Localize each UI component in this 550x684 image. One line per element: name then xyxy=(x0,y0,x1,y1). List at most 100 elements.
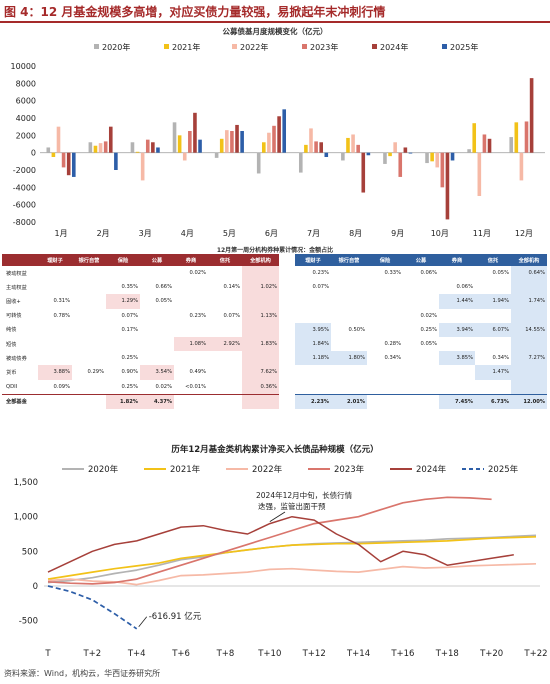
bar-2022年-2月 xyxy=(98,143,103,153)
table-cell xyxy=(72,266,106,280)
table-cell: 1.18% xyxy=(295,351,331,366)
table-cell xyxy=(295,365,331,379)
table-cell xyxy=(367,323,403,337)
bar-2025年-8月 xyxy=(366,152,371,156)
table-cell: 3.85% xyxy=(439,351,475,366)
x-tick-label: T+4 xyxy=(127,649,146,659)
table-cell xyxy=(72,337,106,351)
table-cell: 7.45% xyxy=(439,393,475,409)
table-cell xyxy=(475,380,511,395)
table-cell xyxy=(475,309,511,323)
table-cell: 0.05% xyxy=(492,270,509,277)
y-tick-label: -500 xyxy=(19,617,38,627)
bar-2020年-12月 xyxy=(509,137,514,153)
column-header: 信托 xyxy=(475,254,511,266)
table-cell: 1.84% xyxy=(295,336,331,352)
table-cell xyxy=(242,266,279,281)
bar-2020年-11月 xyxy=(467,149,471,153)
x-tick-label: T+10 xyxy=(257,649,281,659)
table-cell xyxy=(38,323,72,337)
table-row: 主动权益 0.35% 0.66% 0.14% 1.02% xyxy=(2,280,279,295)
table-cell xyxy=(140,351,174,365)
bar-2024年-9月 xyxy=(403,147,408,153)
x-tick-label: 2月 xyxy=(97,229,110,238)
table-cell xyxy=(140,309,174,323)
table-cell xyxy=(331,294,367,308)
bar-2024年-10月 xyxy=(445,152,450,220)
bar-2022年-4月 xyxy=(182,152,187,161)
bar-2021年-7月 xyxy=(304,144,308,153)
bar-2021年-2月 xyxy=(93,145,98,153)
legend-label-2020年: 2020年 xyxy=(102,42,130,52)
table-cell: 0.17% xyxy=(121,326,138,333)
series-line-2025年 xyxy=(47,585,138,630)
table-cell xyxy=(367,380,403,395)
bar-2022年-12月 xyxy=(519,152,524,181)
bar-2025年-6月 xyxy=(282,109,287,153)
x-tick-label: 8月 xyxy=(349,229,362,238)
table-cell xyxy=(331,365,367,379)
table-cell xyxy=(403,365,439,379)
bar-2021年-9月 xyxy=(388,152,392,157)
table-row: 货币 3.88% 0.29% 0.90% 3.54% 0.49% 7.62% xyxy=(2,365,279,380)
table-cell xyxy=(367,393,403,409)
table-cell: 1.94% xyxy=(475,294,511,309)
table-cell xyxy=(208,365,242,379)
column-header: 券商 xyxy=(439,254,475,266)
table-cell xyxy=(208,266,242,280)
table-row: 1.47% xyxy=(295,365,547,380)
bar-2025年-1月 xyxy=(71,152,76,177)
table-cell: 0.31% xyxy=(53,298,70,305)
table-cell xyxy=(208,351,242,365)
figure-title: 图 4：12 月基金规模多高增，对应买债力量较强，易掀起年末冲刺行情 xyxy=(4,5,386,19)
bar-chart-panel: 公募债基月度规模变化（亿元） 2020年 2021年 2022年 2023年 2024年 2… xyxy=(0,24,550,242)
table-cell xyxy=(140,323,174,337)
right-table: 理财子 银行自营 保险 公募 券商 信托 全部机构 0.23% 0.33% 0.06% 0.05% 0… xyxy=(295,254,547,409)
bar-2024年-4月 xyxy=(193,112,197,153)
row-label: 固收+ xyxy=(6,298,21,305)
y-tick-label: 4000 xyxy=(16,114,36,123)
x-tick-label: 1月 xyxy=(54,229,67,238)
table-cell: 0.06% xyxy=(420,270,437,277)
bar-2023年-4月 xyxy=(188,131,192,153)
table-cell: 2.23% xyxy=(295,393,331,409)
column-header xyxy=(2,254,38,266)
table-cell: 1.02% xyxy=(242,280,279,295)
table-cell xyxy=(439,380,475,395)
table-cell xyxy=(511,379,547,395)
left-table: 理财子 银行自营 保险 公募 券商 信托 全部机构 被动权益 0.02% 主动权益 0.35% 0.6… xyxy=(2,254,279,409)
table-cell: 1.47% xyxy=(475,365,511,380)
table-cell xyxy=(295,294,331,308)
table-cell xyxy=(331,309,367,323)
table-cell: 0.25% xyxy=(121,383,138,390)
bar-2021年-4月 xyxy=(177,135,182,153)
table-cell: 6.73% xyxy=(475,393,511,409)
table-row: 0.07% 0.06% xyxy=(295,280,547,295)
bar-2021年-3月 xyxy=(135,151,140,153)
x-tick-label: T+12 xyxy=(302,649,326,659)
column-header: 全部机构 xyxy=(511,254,547,266)
bar-2025年-10月 xyxy=(450,152,455,161)
table-cell: 1.74% xyxy=(511,294,547,309)
y-tick-label: 6000 xyxy=(16,97,36,106)
legend-swatch-2024年 xyxy=(372,44,377,49)
x-tick-label: 10月 xyxy=(431,229,449,238)
legend-swatch-2021年 xyxy=(164,44,169,49)
column-header: 银行自营 xyxy=(331,254,367,266)
table-row: 纯债 0.17% xyxy=(2,322,279,337)
legend-label-2022年: 2022年 xyxy=(252,464,283,475)
table-cell xyxy=(106,266,140,280)
bar-2023年-12月 xyxy=(524,121,529,153)
table-cell xyxy=(38,266,72,280)
bar-2023年-5月 xyxy=(230,131,234,153)
table-cell: 0.07% xyxy=(223,312,240,319)
table-cell: 0.05% xyxy=(155,298,172,305)
bar-2020年-4月 xyxy=(172,122,177,153)
column-header: 保险 xyxy=(367,254,403,266)
table-cell: 0.29% xyxy=(87,369,104,376)
table-cell xyxy=(72,323,106,337)
table-cell xyxy=(403,351,439,365)
table-cell: 1.13% xyxy=(242,308,279,323)
bar-2022年-6月 xyxy=(267,132,271,153)
bar-2024年-6月 xyxy=(277,116,281,153)
